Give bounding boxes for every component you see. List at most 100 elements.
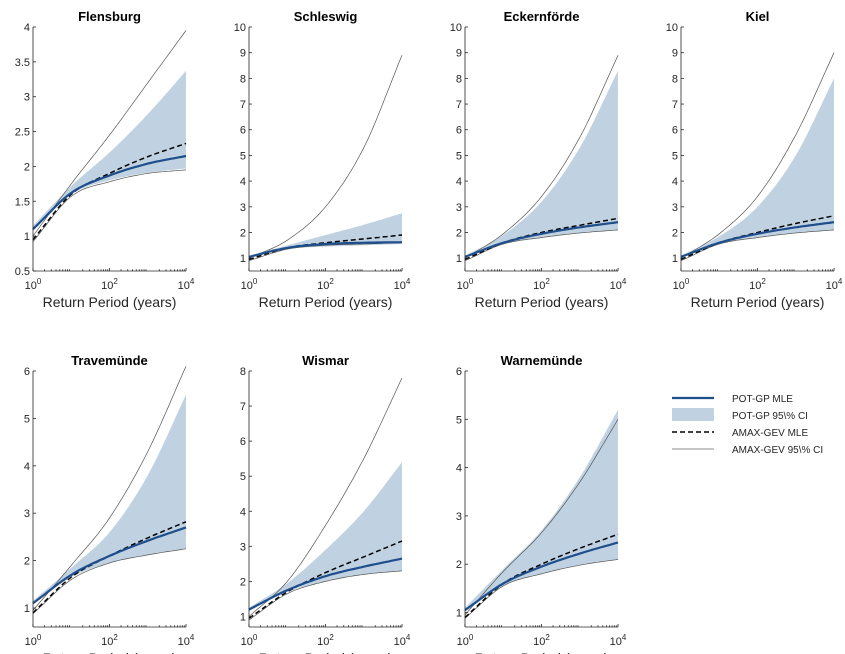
- pot-gp-ci-band: [681, 78, 834, 258]
- x-tick-label: 104: [178, 277, 195, 292]
- y-tick-label: 1: [24, 603, 30, 615]
- amax-gev-mle-line: [248, 540, 403, 619]
- x-axis-label: Return Period (years): [43, 294, 177, 310]
- pot-gp-mle-line: [464, 541, 619, 612]
- y-tick-label: 2: [456, 227, 462, 239]
- x-tick-label: 100: [457, 633, 474, 648]
- pot-gp-ci-band: [33, 70, 186, 231]
- x-tick-label: 102: [317, 633, 334, 648]
- y-tick-label: 4: [456, 176, 462, 188]
- y-tick-label: 10: [234, 22, 246, 34]
- panel-title: Warnemünde: [501, 353, 583, 368]
- amax-gev-ci-upper-line: [248, 55, 403, 259]
- y-tick-label: 5: [240, 471, 246, 483]
- y-tick-label: 3: [456, 202, 462, 214]
- x-axis-label: Return Period (years): [259, 294, 393, 310]
- amax-gev-ci-lower-line: [464, 559, 619, 619]
- y-tick-label: 3: [672, 202, 678, 214]
- amax-gev-ci-lower-line: [464, 229, 619, 262]
- pot-gp-ci-band: [33, 394, 186, 605]
- pot-gp-ci-band: [249, 213, 402, 258]
- y-tick-label: 6: [672, 125, 678, 137]
- amax-gev-ci-upper-line: [464, 419, 619, 616]
- legend-label: POT-GP 95\% CI: [732, 411, 808, 422]
- panel-title: Wismar: [302, 353, 349, 368]
- x-tick-label: 102: [533, 633, 550, 648]
- y-tick-label: 1: [240, 611, 246, 623]
- y-tick-label: 6: [240, 436, 246, 448]
- x-tick-label: 104: [394, 633, 411, 648]
- y-tick-label: 4: [240, 506, 246, 518]
- y-tick-label: 5: [456, 414, 462, 426]
- y-tick-label: 3: [24, 92, 30, 104]
- y-tick-label: 4: [456, 463, 462, 475]
- y-tick-label: 2: [240, 227, 246, 239]
- panel-1: 1 2 3 4 5 6 7 8 9 10 100 102 104 Schleswig Return Peri…: [234, 9, 411, 310]
- x-tick-label: 102: [101, 277, 118, 292]
- y-tick-label: 4: [672, 176, 678, 188]
- x-tick-label: 104: [178, 633, 195, 648]
- x-tick-label: 102: [749, 277, 766, 292]
- legend-label: AMAX-GEV MLE: [732, 428, 808, 439]
- x-tick-label: 100: [241, 633, 258, 648]
- y-tick-label: 1: [24, 231, 30, 243]
- pot-gp-ci-band: [465, 409, 618, 612]
- y-tick-label: 8: [672, 73, 678, 85]
- pot-gp-mle-line: [248, 241, 403, 258]
- y-tick-label: 5: [24, 413, 30, 425]
- legend-label: AMAX-GEV 95\% CI: [732, 445, 823, 456]
- y-tick-label: 0.5: [15, 266, 30, 278]
- y-tick-label: 2: [240, 576, 246, 588]
- panel-title: Kiel: [746, 9, 770, 24]
- y-tick-label: 5: [240, 150, 246, 162]
- y-tick-label: 7: [456, 99, 462, 111]
- legend-label: POT-GP MLE: [732, 394, 793, 405]
- pot-gp-mle-line: [464, 221, 619, 258]
- x-tick-label: 104: [394, 277, 411, 292]
- x-axis-label: Return Period (years): [475, 294, 609, 310]
- amax-gev-ci-lower-line: [248, 570, 403, 621]
- amax-gev-ci-upper-line: [248, 377, 403, 617]
- x-tick-label: 100: [241, 277, 258, 292]
- amax-gev-ci-lower-line: [32, 548, 187, 614]
- x-axis-label: Return Period (years): [475, 650, 609, 654]
- y-tick-label: 1.5: [15, 196, 30, 208]
- y-tick-label: 4: [24, 461, 30, 473]
- pot-gp-mle-line: [248, 557, 403, 611]
- y-tick-label: 6: [240, 125, 246, 137]
- y-tick-label: 8: [240, 73, 246, 85]
- x-tick-label: 102: [317, 277, 334, 292]
- panel-2: 1 2 3 4 5 6 7 8 9 10 100 102 104 Eckernförde Return Pe…: [450, 9, 627, 310]
- x-axis-label: Return Period (years): [43, 650, 177, 654]
- pot-gp-mle-line: [680, 221, 835, 258]
- amax-gev-ci-upper-line: [464, 55, 619, 259]
- panel-title: Schleswig: [294, 9, 358, 24]
- amax-gev-ci-upper-line: [32, 366, 187, 611]
- amax-gev-ci-lower-line: [32, 169, 187, 242]
- y-tick-label: 3: [456, 511, 462, 523]
- y-tick-label: 8: [456, 73, 462, 85]
- panel-title: Eckernförde: [504, 9, 580, 24]
- x-axis-label: Return Period (years): [691, 294, 825, 310]
- y-tick-label: 2.5: [15, 127, 30, 139]
- y-tick-label: 8: [240, 366, 246, 378]
- y-tick-label: 6: [456, 366, 462, 378]
- panel-0: 0.5 1 1.5 2 2.5 3 3.5 4 100 102 104 Flensburg Return…: [15, 9, 195, 310]
- y-tick-label: 6: [24, 366, 30, 378]
- x-tick-label: 102: [101, 633, 118, 648]
- x-tick-label: 104: [610, 633, 627, 648]
- pot-gp-mle-line: [32, 154, 187, 230]
- amax-gev-ci-lower-line: [680, 229, 835, 262]
- x-tick-label: 104: [826, 277, 843, 292]
- y-tick-label: 1: [456, 608, 462, 620]
- panel-title: Travemünde: [71, 353, 148, 368]
- y-tick-label: 7: [240, 401, 246, 413]
- y-tick-label: 4: [240, 176, 246, 188]
- y-tick-label: 1: [240, 253, 246, 265]
- y-tick-label: 3: [24, 508, 30, 520]
- y-tick-label: 1: [672, 253, 678, 265]
- y-tick-label: 10: [666, 22, 678, 34]
- x-tick-label: 100: [25, 277, 42, 292]
- x-tick-label: 102: [533, 277, 550, 292]
